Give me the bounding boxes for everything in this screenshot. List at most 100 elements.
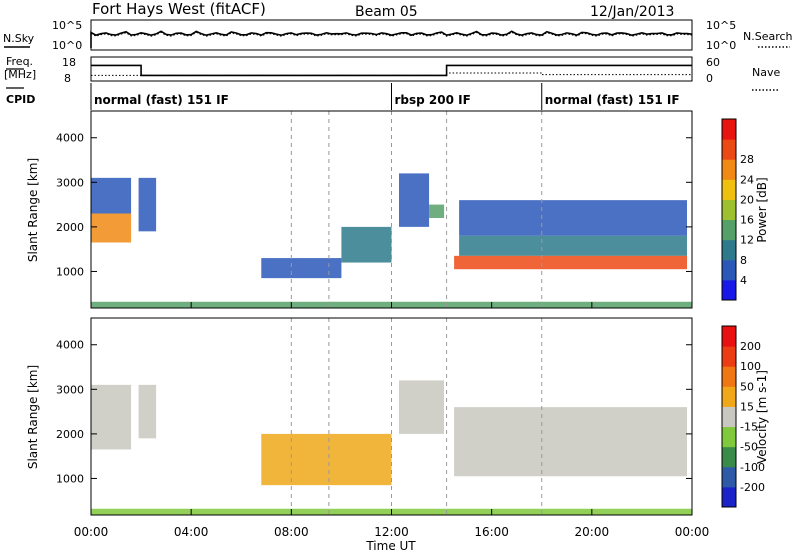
scatter-region (454, 407, 687, 477)
power-colorbar-label: Power [dB] (755, 177, 769, 242)
date-label: 12/Jan/2013 (590, 4, 674, 20)
colorbar-swatch (722, 346, 736, 367)
scatter-region (341, 226, 392, 263)
colorbar-tick-label: 12 (740, 234, 754, 247)
ytick-label: 4000 (56, 339, 84, 352)
noise-left-label: N.Sky (3, 32, 35, 45)
colorbar-swatch (722, 239, 736, 261)
colorbar-frame (721, 118, 737, 301)
ytick-label: 2000 (56, 428, 84, 441)
nsky-series-line (90, 30, 693, 48)
colorbar-tick-label: 100 (740, 360, 761, 373)
colorbar-tick-label: 16 (740, 214, 754, 227)
scatter-region (459, 200, 687, 236)
scatter-region (459, 235, 687, 256)
ytick-label: 1000 (56, 472, 84, 485)
scatter-region (399, 380, 445, 434)
frequency-series-line (91, 64, 692, 77)
freq-right-tick-bottom: 0 (706, 72, 713, 85)
scatter-region (91, 213, 132, 243)
colorbar-swatch (722, 406, 736, 428)
freq-panel-frame (90, 56, 693, 82)
ytick-label: 4000 (56, 132, 84, 145)
freq-right-tick-top: 60 (706, 56, 720, 69)
velocity-ylabel: Slant Range [km] (26, 365, 40, 469)
colorbar-swatch (722, 199, 736, 221)
scatter-region (138, 177, 157, 232)
colorbar-swatch (722, 279, 736, 301)
colorbar-tick-label: 15 (740, 400, 754, 413)
noise-right-label: N.Search (743, 30, 793, 43)
colorbar-tick-label: -200 (740, 481, 765, 494)
noise-right-tick-top: 10^5 (706, 19, 736, 32)
colorbar-swatch (722, 259, 736, 281)
colorbar-swatch (722, 219, 736, 241)
colorbar-tick-label: 4 (740, 274, 747, 287)
colorbar-tick-label: 28 (740, 153, 754, 166)
nsearch-series-line (90, 31, 693, 37)
station-title: Fort Hays West (fitACF) (92, 0, 266, 18)
colorbar-swatch (722, 159, 736, 180)
colorbar-swatch (722, 139, 736, 160)
xtick-label: 08:00 (274, 525, 309, 539)
noise-left-tick-bottom: 10^0 (52, 39, 82, 52)
colorbar-swatch (722, 446, 736, 468)
colorbar-tick-label: 24 (740, 173, 754, 186)
freq-left-tick-top: 18 (62, 56, 76, 69)
power-heatmap (91, 111, 692, 308)
scatter-region (91, 177, 132, 214)
colorbar-swatch (722, 486, 736, 508)
scatter-region (454, 255, 687, 270)
colorbar-tick-label: -15 (740, 421, 758, 434)
xtick-label: 04:00 (174, 525, 209, 539)
nave-label: Nave (752, 66, 780, 79)
xtick-label: 12:00 (374, 525, 409, 539)
colorbar-tick-label: 200 (740, 340, 761, 353)
scatter-region (261, 433, 392, 486)
colorbar-swatch (722, 326, 736, 347)
colorbar-tick-label: -50 (740, 441, 758, 454)
velocity-heatmap (91, 318, 692, 515)
power-yticks: 1000 2000 3000 4000 (56, 132, 692, 278)
cpid-segments: normal (fast) 151 IF rbsp 200 IF normal (f… (90, 83, 680, 110)
velocity-yticks: 1000 2000 3000 4000 (56, 339, 692, 485)
colorbar-swatch (722, 366, 736, 387)
xtick-label: 00:00 (675, 525, 710, 539)
freq-left-unit: [MHz] (4, 68, 36, 81)
noise-right-tick-bottom: 10^0 (706, 39, 736, 52)
scatter-region (399, 173, 430, 227)
power-ylabel: Slant Range [km] (26, 158, 40, 262)
colorbar-swatch (722, 179, 736, 200)
scatter-region (429, 204, 445, 218)
scatter-region (138, 384, 157, 439)
nave-series-line (91, 72, 692, 76)
xtick-label: 20:00 (575, 525, 610, 539)
time-axis-ticks: 00:00 04:00 08:00 12:00 16:00 20:00 00:00 (74, 302, 710, 539)
colorbar-swatch (722, 119, 736, 140)
colorbar-swatch (722, 386, 736, 407)
noise-left-tick-top: 10^5 (52, 19, 82, 32)
colorbar-tick-label: 20 (740, 193, 754, 206)
colorbar-tick-label: 8 (740, 254, 747, 267)
xtick-label: 00:00 (74, 525, 109, 539)
power-colorbar: 4 8 12 16 20 24 28 (721, 118, 754, 301)
freq-left-tick-bottom: 8 (64, 72, 71, 85)
velocity-colorbar-label: Velocity [m s-1] (755, 370, 769, 464)
cpid-segment-label: normal (fast) 151 IF (94, 93, 229, 107)
ytick-label: 3000 (56, 176, 84, 189)
colorbar-swatch (722, 466, 736, 488)
ytick-label: 2000 (56, 221, 84, 234)
velocity-colorbar: 200 100 50 15 -15 -50 -100 -200 (721, 325, 765, 508)
ytick-label: 1000 (56, 265, 84, 278)
freq-left-label: Freq. (6, 55, 33, 68)
scatter-region (261, 258, 342, 279)
xtick-label: 16:00 (474, 525, 509, 539)
colorbar-swatch (722, 426, 736, 448)
colorbar-frame (721, 325, 737, 508)
cpid-segment-label: normal (fast) 151 IF (545, 93, 680, 107)
beam-label: Beam 05 (355, 4, 418, 20)
colorbar-tick-label: -100 (740, 461, 765, 474)
cpid-segment-label: rbsp 200 IF (395, 93, 471, 107)
time-axis-label: Time UT (365, 539, 416, 553)
